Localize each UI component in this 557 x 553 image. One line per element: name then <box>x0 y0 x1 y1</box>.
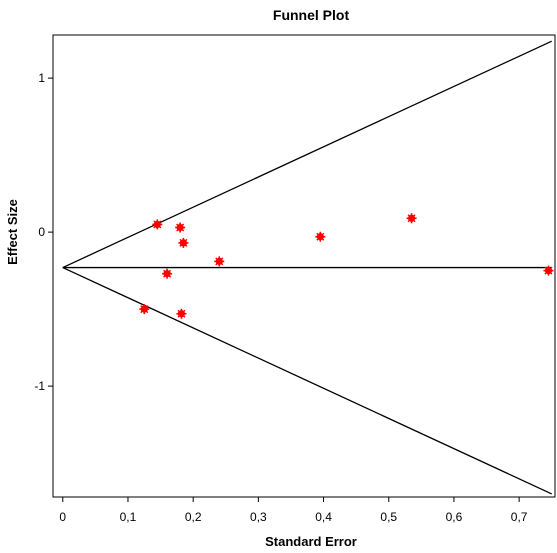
y-axis-label: Effect Size <box>5 199 20 265</box>
data-point <box>178 237 189 248</box>
data-point <box>175 222 186 233</box>
data-point <box>139 304 150 315</box>
x-axis: 0 0,1 0,2 0,3 0,4 0,5 0,6 0,7 <box>59 497 528 524</box>
x-tick-label: 0,1 <box>120 510 137 524</box>
plot-area-frame <box>52 34 556 498</box>
x-tick-label: 0,3 <box>250 510 267 524</box>
data-point <box>406 213 417 224</box>
data-point <box>176 308 187 319</box>
x-tick-label: 0,7 <box>511 510 528 524</box>
data-point <box>152 219 163 230</box>
y-tick-label: 1 <box>38 71 45 85</box>
data-point <box>315 231 326 242</box>
x-tick-label: 0 <box>59 510 66 524</box>
y-tick-label: 0 <box>38 225 45 239</box>
y-tick-label: -1 <box>34 379 45 393</box>
data-point <box>162 268 173 279</box>
x-axis-label: Standard Error <box>265 534 357 549</box>
x-tick-label: 0,5 <box>380 510 397 524</box>
chart-title: Funnel Plot <box>273 7 350 23</box>
x-tick-label: 0,4 <box>315 510 332 524</box>
y-axis: 1 0 -1 <box>34 71 53 393</box>
x-tick-label: 0,2 <box>185 510 202 524</box>
data-points <box>139 213 554 319</box>
upper-limit-line <box>62 40 553 269</box>
x-tick-label: 0,6 <box>446 510 463 524</box>
data-point <box>214 256 225 267</box>
data-point <box>543 265 554 276</box>
